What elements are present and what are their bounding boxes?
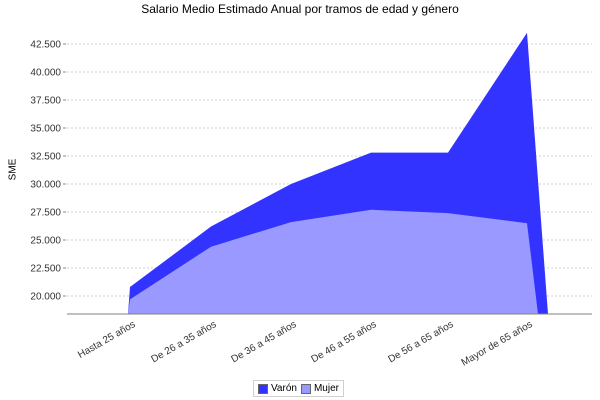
x-tick-label: De 46 a 55 años <box>309 319 378 365</box>
legend-label-mujer: Mujer <box>313 383 339 394</box>
y-tick-label: 40.000 <box>30 68 61 79</box>
y-tick-label: 35.000 <box>30 124 61 135</box>
legend-label-varon: Varón <box>271 383 297 394</box>
legend-item-mujer: Mujer <box>300 383 339 394</box>
x-tick-label: De 56 a 65 años <box>386 319 455 365</box>
y-tick-label: 27.500 <box>30 208 61 219</box>
x-tick-label: Mayor de 65 años <box>460 319 535 369</box>
y-tick-label: 25.000 <box>30 236 61 247</box>
y-tick-label: 30.000 <box>30 180 61 191</box>
legend-swatch-varon <box>258 383 268 394</box>
legend-swatch-mujer <box>300 383 311 394</box>
legend: Varón Mujer <box>253 380 344 397</box>
y-tick-label: 32.500 <box>30 152 61 163</box>
y-tick-label: 22.500 <box>30 264 61 275</box>
y-tick-label: 37.500 <box>30 96 61 107</box>
legend-item-varon: Varón <box>258 383 297 394</box>
chart-title: Salario Medio Estimado Anual por tramos … <box>141 2 459 16</box>
y-tick-label: 42.500 <box>30 40 61 51</box>
y-tick-label: 20.000 <box>30 292 61 303</box>
x-tick-label: De 26 a 35 años <box>149 319 218 365</box>
x-tick-label: De 36 a 45 años <box>229 319 298 365</box>
area-mujer <box>128 209 538 314</box>
x-tick-label: Hasta 25 años <box>76 319 137 361</box>
